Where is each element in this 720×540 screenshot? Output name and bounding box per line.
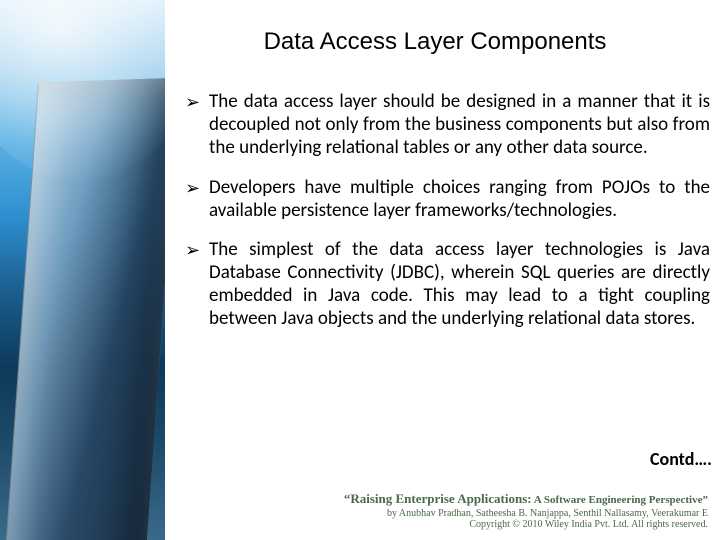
footer-copyright: Copyright © 2010 Wiley India Pvt. Ltd. A… bbox=[170, 519, 708, 530]
continued-label: Contd…. bbox=[650, 448, 712, 470]
footer: “Raising Enterprise Applications: A Soft… bbox=[170, 490, 708, 530]
bullet-text: The simplest of the data access layer te… bbox=[209, 238, 710, 331]
bullet-item: ➢ The data access layer should be design… bbox=[185, 90, 710, 160]
footer-book-line: “Raising Enterprise Applications: A Soft… bbox=[170, 490, 708, 508]
bullet-marker-icon: ➢ bbox=[185, 238, 209, 262]
bullet-text: Developers have multiple choices ranging… bbox=[209, 176, 710, 222]
bullet-item: ➢ The simplest of the data access layer … bbox=[185, 238, 710, 331]
footer-book-title: “Raising Enterprise Applications: bbox=[344, 491, 532, 506]
decorative-building-image bbox=[0, 0, 165, 540]
footer-book-subtitle: A Software Engineering Perspective” bbox=[532, 494, 708, 506]
bullet-item: ➢ Developers have multiple choices rangi… bbox=[185, 176, 710, 222]
bullet-marker-icon: ➢ bbox=[185, 90, 209, 114]
bullet-text: The data access layer should be designed… bbox=[209, 90, 710, 160]
bullet-list: ➢ The data access layer should be design… bbox=[185, 90, 710, 347]
footer-authors: by Anubhav Pradhan, Satheesha B. Nanjapp… bbox=[170, 508, 708, 519]
bullet-marker-icon: ➢ bbox=[185, 176, 209, 200]
slide-title: Data Access Layer Components bbox=[170, 28, 700, 56]
